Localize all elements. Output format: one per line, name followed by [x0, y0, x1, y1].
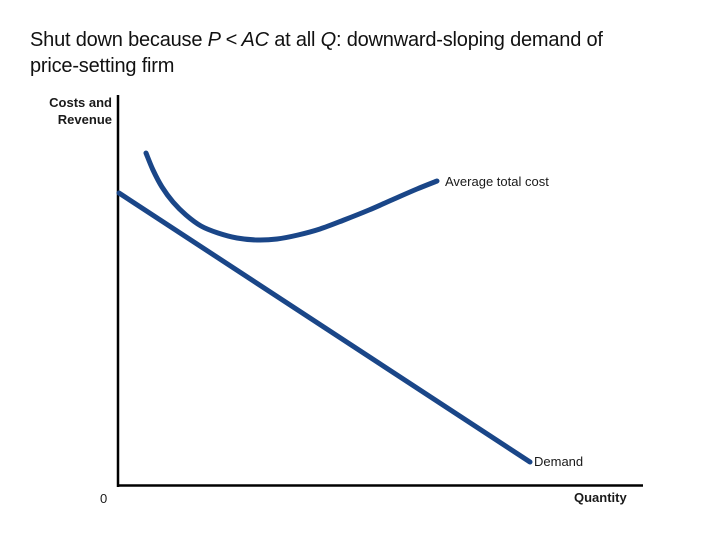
demand-curve-label: Demand [534, 454, 584, 469]
atc-curve [143, 150, 440, 243]
x-axis-label: Quantity [574, 490, 627, 505]
slide-title: Shut down because P < AC at all Q: downw… [30, 27, 695, 79]
title-part-italic-q: Q [320, 29, 337, 51]
slide-title-line1: Shut down because P < AC at all Q: downw… [30, 27, 695, 53]
origin-label: 0 [100, 491, 108, 506]
title-part-italic-p-ac: P < AC [207, 29, 269, 51]
y-axis-label: Costs and Revenue [18, 94, 112, 128]
slide-title-line2: price-setting firm [30, 55, 175, 77]
title-part: Shut down because [30, 29, 208, 51]
title-part: : downward-sloping demand of [336, 29, 603, 51]
demand-curve [116, 190, 533, 465]
y-axis-label-line1: Costs and [49, 95, 112, 110]
atc-curve-label: Average total cost [445, 174, 549, 189]
y-axis-label-line2: Revenue [57, 112, 112, 127]
title-part: at all [268, 29, 321, 51]
